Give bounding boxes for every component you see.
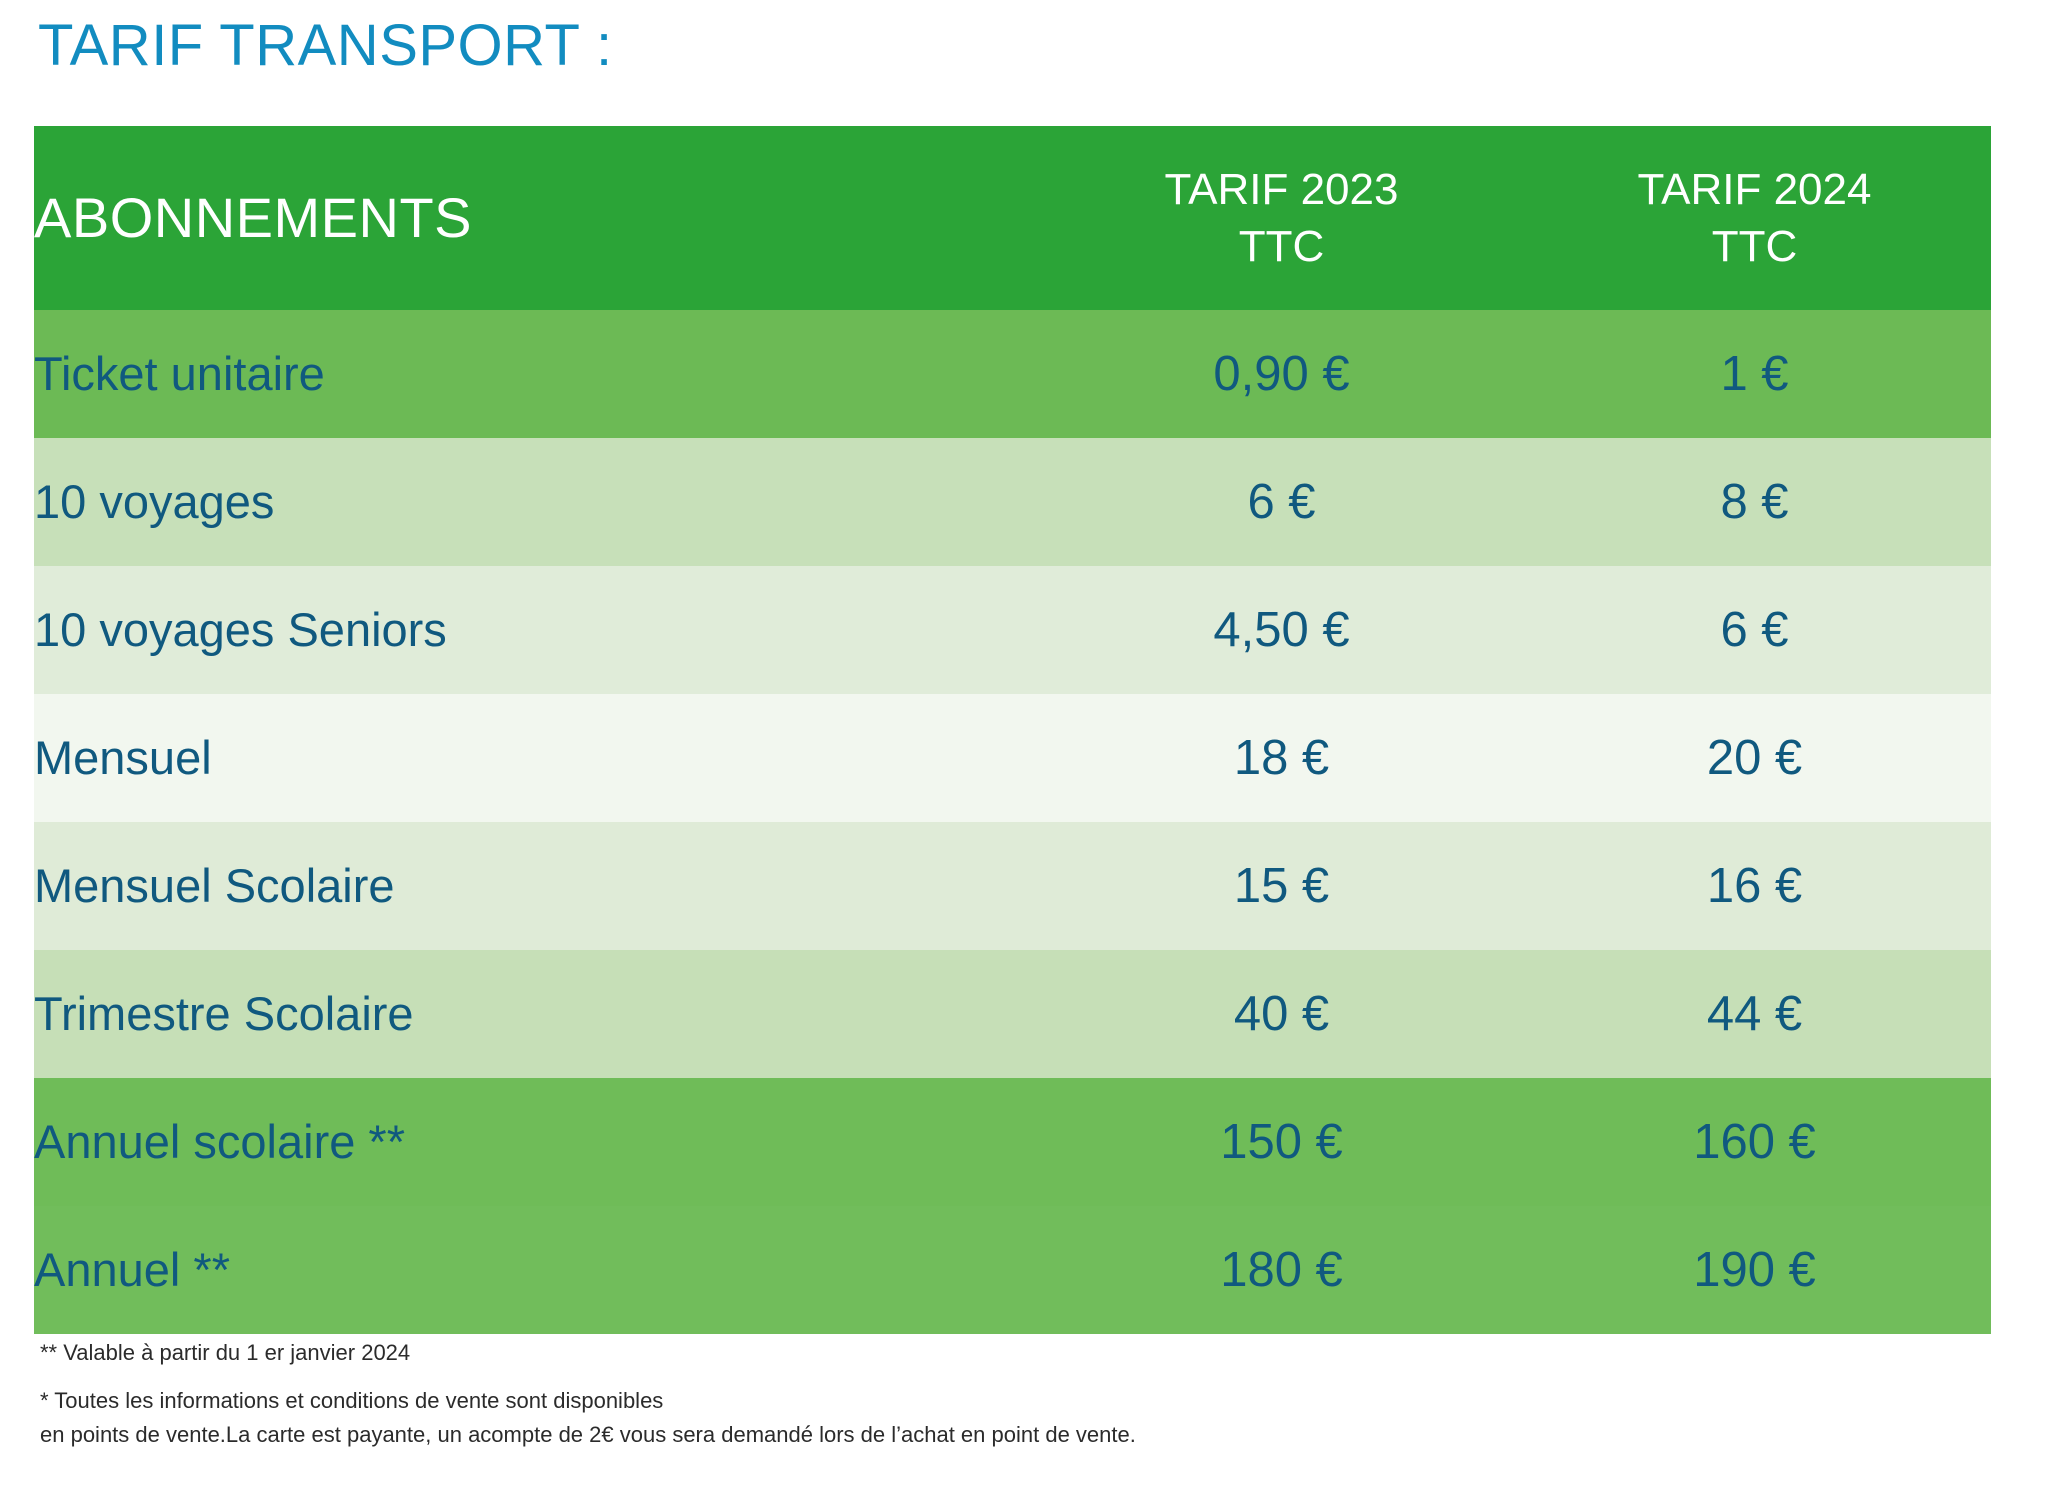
row-price-2023: 15 € (1045, 822, 1518, 950)
row-price-2024: 160 € (1518, 1078, 1991, 1206)
header-cell-tarif-2023: TARIF 2023 TTC (1045, 126, 1518, 310)
row-label: Trimestre Scolaire (34, 950, 1045, 1078)
row-price-2024: 8 € (1518, 438, 1991, 566)
table-row: Mensuel Scolaire 15 € 16 € (34, 822, 1991, 950)
row-price-2023: 4,50 € (1045, 566, 1518, 694)
footnote-annual: ** Valable à partir du 1 er janvier 2024 (40, 1336, 1940, 1370)
row-price-2023: 6 € (1045, 438, 1518, 566)
row-label: Mensuel (34, 694, 1045, 822)
row-label: 10 voyages Seniors (34, 566, 1045, 694)
header-2023-line2: TTC (1238, 222, 1325, 271)
header-cell-abonnements: ABONNEMENTS (34, 126, 1045, 310)
row-price-2024: 1 € (1518, 310, 1991, 438)
tariff-table: ABONNEMENTS TARIF 2023 TTC TARIF 2024 TT… (34, 126, 1991, 1334)
row-price-2023: 18 € (1045, 694, 1518, 822)
header-2024-line1: TARIF 2024 (1637, 165, 1872, 214)
row-price-2023: 40 € (1045, 950, 1518, 1078)
table-row: 10 voyages Seniors 4,50 € 6 € (34, 566, 1991, 694)
row-price-2023: 0,90 € (1045, 310, 1518, 438)
row-price-2024: 190 € (1518, 1206, 1991, 1334)
table-header-row: ABONNEMENTS TARIF 2023 TTC TARIF 2024 TT… (34, 126, 1991, 310)
row-label: Annuel ** (34, 1206, 1045, 1334)
table-row: Annuel scolaire ** 150 € 160 € (34, 1078, 1991, 1206)
table-row: Mensuel 18 € 20 € (34, 694, 1991, 822)
footnotes: ** Valable à partir du 1 er janvier 2024… (40, 1336, 1940, 1452)
row-label: Mensuel Scolaire (34, 822, 1045, 950)
footnote-conditions: * Toutes les informations et conditions … (40, 1384, 1940, 1452)
row-price-2024: 20 € (1518, 694, 1991, 822)
header-2023-line1: TARIF 2023 (1164, 165, 1399, 214)
row-label: 10 voyages (34, 438, 1045, 566)
header-cell-tarif-2024: TARIF 2024 TTC (1518, 126, 1991, 310)
footnote-line: ** Valable à partir du 1 er janvier 2024 (40, 1340, 411, 1365)
row-label: Ticket unitaire (34, 310, 1045, 438)
row-price-2023: 150 € (1045, 1078, 1518, 1206)
header-2024-line2: TTC (1711, 222, 1798, 271)
footnote-line: * Toutes les informations et conditions … (40, 1388, 664, 1413)
table-row: Annuel ** 180 € 190 € (34, 1206, 1991, 1334)
table-row: 10 voyages 6 € 8 € (34, 438, 1991, 566)
row-price-2023: 180 € (1045, 1206, 1518, 1334)
row-label: Annuel scolaire ** (34, 1078, 1045, 1206)
row-price-2024: 16 € (1518, 822, 1991, 950)
row-price-2024: 44 € (1518, 950, 1991, 1078)
footnote-line: en points de vente.La carte est payante,… (40, 1422, 1136, 1447)
table-row: Ticket unitaire 0,90 € 1 € (34, 310, 1991, 438)
row-price-2024: 6 € (1518, 566, 1991, 694)
table-row: Trimestre Scolaire 40 € 44 € (34, 950, 1991, 1078)
page-title: TARIF TRANSPORT : (38, 13, 613, 78)
